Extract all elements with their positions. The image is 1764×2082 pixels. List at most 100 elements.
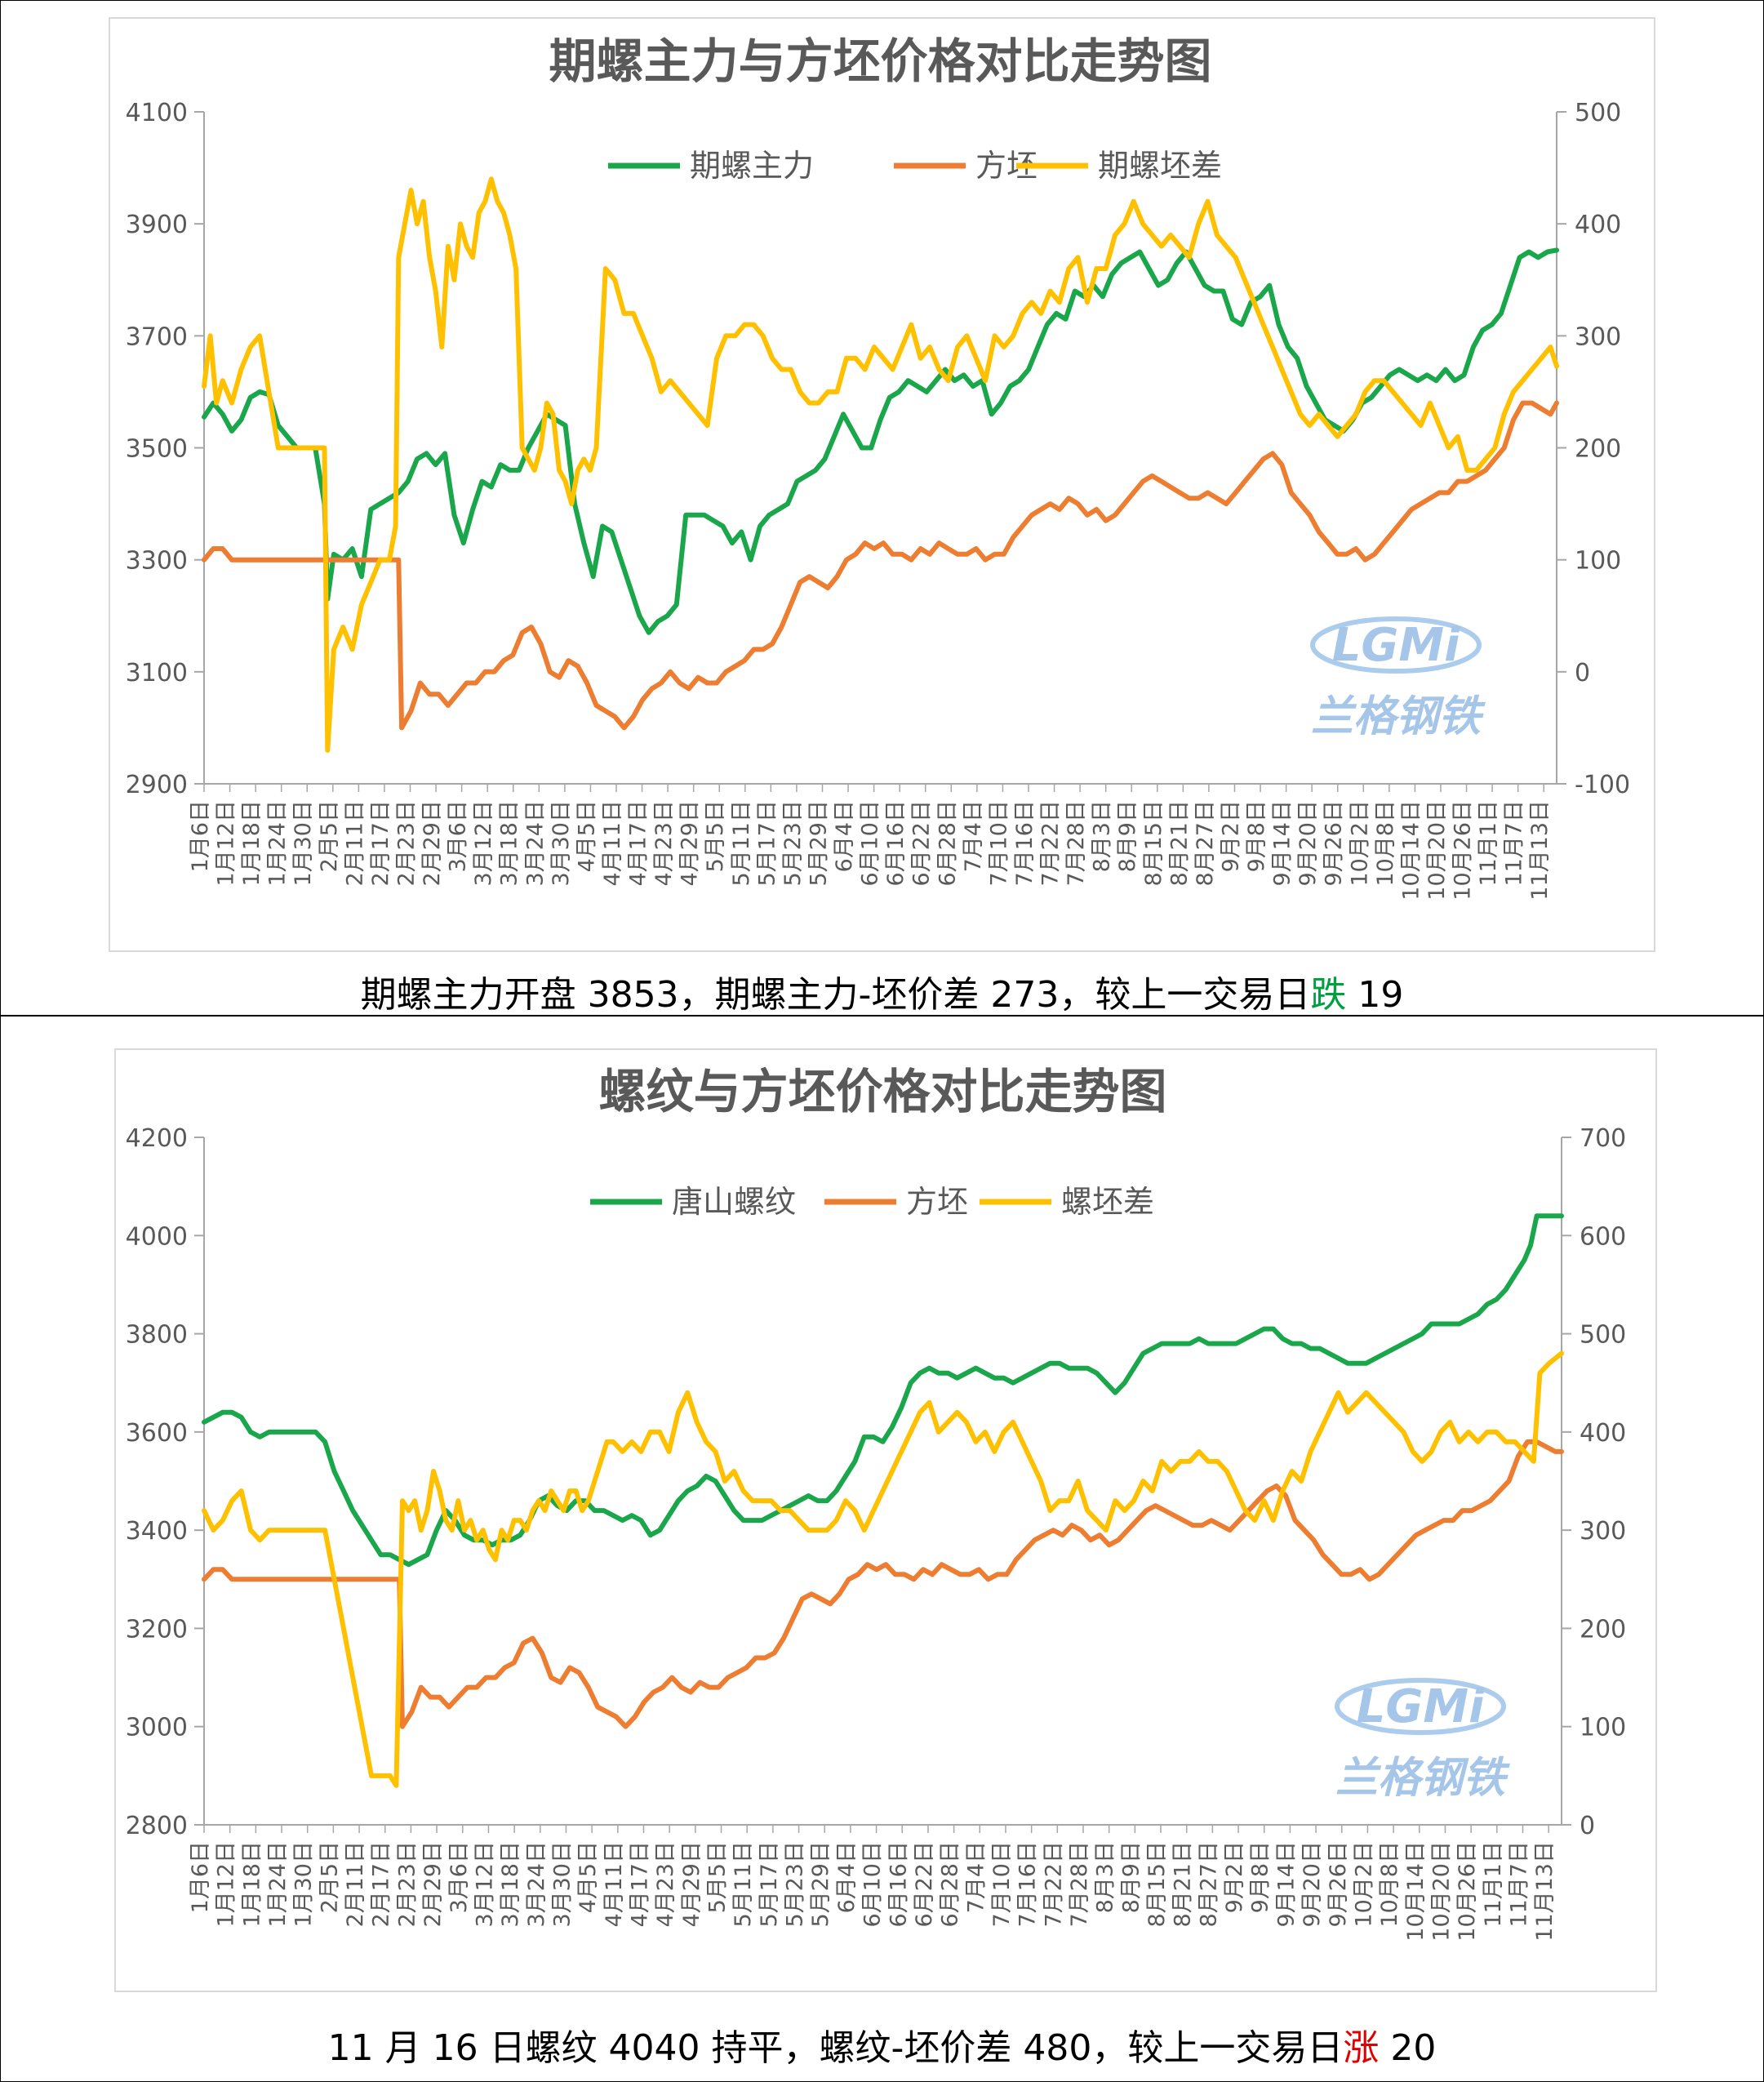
series-line-3	[202, 1350, 1564, 1788]
x-tick-label: 7月22日	[1041, 1841, 1066, 1928]
left-tick-label: 3000	[126, 1714, 188, 1742]
x-tick-label: 10月2日	[1347, 800, 1372, 887]
left-tick-label: 3500	[126, 435, 188, 464]
x-tick-label: 11月7日	[1502, 800, 1527, 887]
x-tick-label: 1月6日	[188, 800, 213, 872]
caption-bottom-change-word: 涨	[1343, 2027, 1380, 2069]
series-line-3	[202, 176, 1559, 753]
chart-title: 螺纹与方坯价格对比走势图	[598, 1064, 1166, 1119]
x-tick-label: 3月12日	[471, 800, 496, 887]
x-tick-label: 5月11日	[729, 800, 754, 887]
x-tick-label: 4月29日	[678, 800, 703, 887]
x-tick-label: 3月30日	[549, 1841, 575, 1928]
x-tick-label: 5月23日	[780, 800, 806, 887]
x-tick-label: 10月26日	[1455, 1841, 1480, 1942]
legend-label: 期螺坯差	[1098, 148, 1222, 184]
x-tick-label: 7月4日	[963, 1841, 989, 1913]
x-tick-label: 9月2日	[1222, 1841, 1247, 1913]
right-tick-label: 400	[1575, 211, 1621, 239]
x-tick-label: 10月26日	[1451, 800, 1476, 901]
x-tick-label: 6月10日	[860, 1841, 886, 1928]
x-tick-label: 3月18日	[498, 1841, 523, 1928]
watermark-logo-text: LGMi	[1332, 619, 1460, 672]
x-tick-label: 10月14日	[1403, 1841, 1429, 1942]
left-tick-label: 4000	[126, 1222, 188, 1251]
left-tick-label: 4100	[126, 99, 188, 127]
left-tick-label: 4200	[126, 1124, 188, 1153]
x-tick-label: 3月30日	[549, 800, 574, 887]
x-tick-label: 6月22日	[912, 1841, 937, 1928]
x-tick-label: 5月11日	[731, 1841, 756, 1928]
series-line-2	[202, 1439, 1564, 1729]
x-tick-label: 2月17日	[369, 1841, 394, 1928]
x-tick-label: 7月4日	[961, 800, 986, 872]
right-tick-label: -100	[1575, 771, 1630, 799]
x-tick-label: 5月17日	[757, 1841, 782, 1928]
x-tick-label: 1月12日	[214, 800, 239, 887]
x-tick-label: 7月10日	[989, 1841, 1015, 1928]
caption-top: 期螺主力开盘 3853，期螺主力-坯价差 273，较上一交易日跌 19	[0, 965, 1764, 1017]
x-tick-label: 7月16日	[1015, 1841, 1041, 1928]
x-tick-label: 8月15日	[1144, 1841, 1170, 1928]
caption-bottom-text: 11 月 16 日螺纹 4040 持平，螺纹-坯价差 480，较上一交易日	[327, 2027, 1344, 2069]
legend-label: 唐山螺纹	[672, 1184, 796, 1220]
right-tick-label: 500	[1575, 99, 1621, 127]
left-tick-label: 3700	[126, 323, 188, 351]
left-tick-label: 3900	[126, 211, 188, 239]
x-tick-label: 4月17日	[627, 1841, 652, 1928]
x-tick-label: 11月7日	[1506, 1841, 1531, 1928]
x-tick-label: 7月10日	[986, 800, 1011, 887]
left-tick-label: 2900	[126, 771, 188, 799]
x-tick-label: 3月18日	[497, 800, 522, 887]
x-tick-label: 11月13日	[1527, 800, 1553, 901]
x-tick-label: 9月26日	[1326, 1841, 1351, 1928]
x-tick-label: 8月9日	[1115, 800, 1140, 872]
x-tick-label: 10月2日	[1351, 1841, 1376, 1928]
x-tick-label: 4月23日	[651, 800, 677, 887]
x-tick-label: 9月8日	[1248, 1841, 1273, 1913]
right-tick-label: 400	[1580, 1419, 1626, 1448]
x-tick-label: 8月3日	[1090, 800, 1115, 872]
x-tick-label: 8月27日	[1196, 1841, 1221, 1928]
x-tick-label: 9月20日	[1295, 800, 1321, 887]
right-tick-label: 500	[1580, 1321, 1626, 1350]
x-tick-label: 7月22日	[1038, 800, 1064, 887]
left-tick-label: 3300	[126, 547, 188, 576]
right-tick-label: 100	[1575, 547, 1621, 576]
left-tick-label: 2800	[126, 1812, 188, 1840]
x-tick-label: 6月28日	[935, 800, 960, 887]
x-tick-label: 4月11日	[602, 1841, 627, 1928]
chart-panel-2-frame	[114, 1048, 1657, 1992]
lgmi-watermark-logo: LGMi 兰格钢铁	[1335, 1678, 1510, 1803]
x-tick-label: 4月23日	[653, 1841, 678, 1928]
legend-label: 螺坯差	[1061, 1184, 1154, 1220]
left-tick-label: 3800	[126, 1321, 188, 1350]
x-tick-label: 2月11日	[343, 1841, 368, 1928]
x-tick-label: 3月24日	[524, 1841, 549, 1928]
legend-label: 期螺主力	[690, 148, 814, 184]
x-tick-label: 4月29日	[679, 1841, 704, 1928]
caption-top-text: 期螺主力开盘 3853，期螺主力-坯价差 273，较上一交易日	[360, 974, 1311, 1016]
x-tick-label: 9月20日	[1300, 1841, 1325, 1928]
x-tick-label: 6月22日	[909, 800, 935, 887]
chart-title: 期螺主力与方坯价格对比走势图	[549, 33, 1211, 89]
x-tick-label: 5月23日	[783, 1841, 808, 1928]
x-tick-label: 5月17日	[754, 800, 780, 887]
left-tick-label: 3100	[126, 659, 188, 687]
x-tick-label: 9月8日	[1244, 800, 1269, 872]
x-tick-label: 2月29日	[420, 800, 445, 887]
right-tick-label: 300	[1575, 323, 1621, 351]
x-tick-label: 2月23日	[393, 800, 419, 887]
x-tick-label: 5月5日	[705, 1841, 731, 1913]
x-tick-label: 8月3日	[1093, 1841, 1118, 1913]
right-tick-label: 200	[1580, 1615, 1626, 1644]
x-tick-label: 8月27日	[1193, 800, 1218, 887]
x-tick-label: 4月5日	[574, 800, 599, 872]
watermark-text: 兰格钢铁	[1311, 692, 1486, 741]
x-tick-label: 1月6日	[188, 1841, 213, 1913]
x-tick-label: 11月1日	[1481, 1841, 1506, 1928]
x-tick-label: 8月9日	[1118, 1841, 1144, 1913]
watermark-logo-text: LGMi	[1357, 1680, 1485, 1733]
x-tick-label: 6月4日	[832, 800, 857, 872]
x-tick-label: 6月16日	[883, 800, 909, 887]
